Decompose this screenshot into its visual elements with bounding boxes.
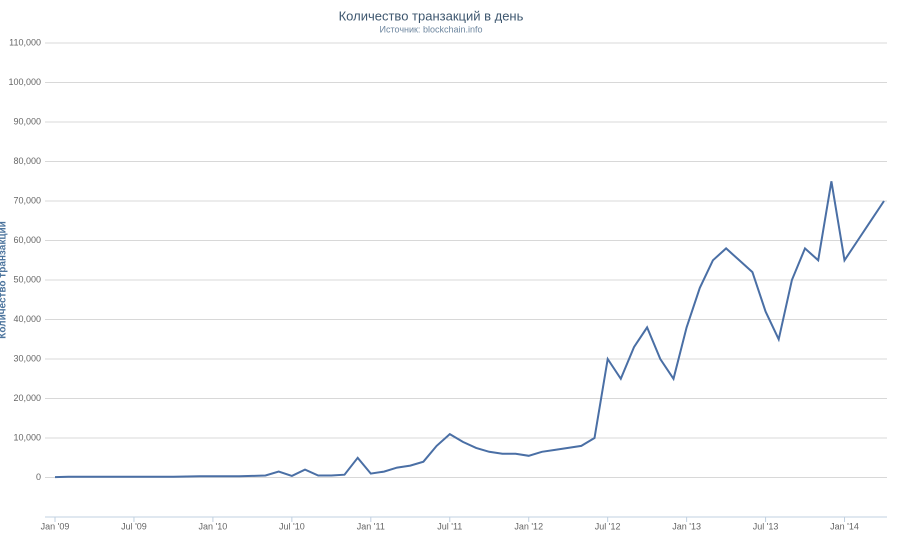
x-tick-label: Jul '11 xyxy=(437,521,462,531)
x-tick-label: Jan '09 xyxy=(41,521,70,531)
y-tick-label: 100,000 xyxy=(8,77,41,87)
y-tick-label: 70,000 xyxy=(13,195,41,205)
y-tick-label: 110,000 xyxy=(9,37,41,47)
y-tick-label: 80,000 xyxy=(13,156,41,166)
y-tick-label: 90,000 xyxy=(13,116,41,126)
y-tick-label: 20,000 xyxy=(13,393,41,403)
y-tick-label: 40,000 xyxy=(13,314,41,324)
x-tick-label: Jan '11 xyxy=(357,521,385,531)
y-tick-label: 30,000 xyxy=(13,353,41,363)
x-tick-label: Jul '13 xyxy=(753,521,779,531)
y-axis-label: Количество транзакций xyxy=(0,221,9,339)
y-tick-label: 60,000 xyxy=(13,235,41,245)
x-tick-label: Jul '09 xyxy=(121,521,147,531)
x-tick-label: Jan '12 xyxy=(514,521,543,531)
data-line xyxy=(54,181,885,479)
y-tick-label: 10,000 xyxy=(13,432,41,442)
y-tick-label: 0 xyxy=(36,472,41,482)
chart-title: Количество транзакций в день xyxy=(339,8,524,23)
y-tick-label: 50,000 xyxy=(13,274,41,284)
x-tick-label: Jan '10 xyxy=(199,521,228,531)
chart-subtitle: Источник: blockchain.info xyxy=(380,24,483,34)
x-tick-label: Jul '10 xyxy=(279,521,305,531)
x-tick-label: Jan '14 xyxy=(830,521,859,531)
x-tick-label: Jan '13 xyxy=(672,521,701,531)
x-tick-label: Jul '12 xyxy=(595,521,621,531)
